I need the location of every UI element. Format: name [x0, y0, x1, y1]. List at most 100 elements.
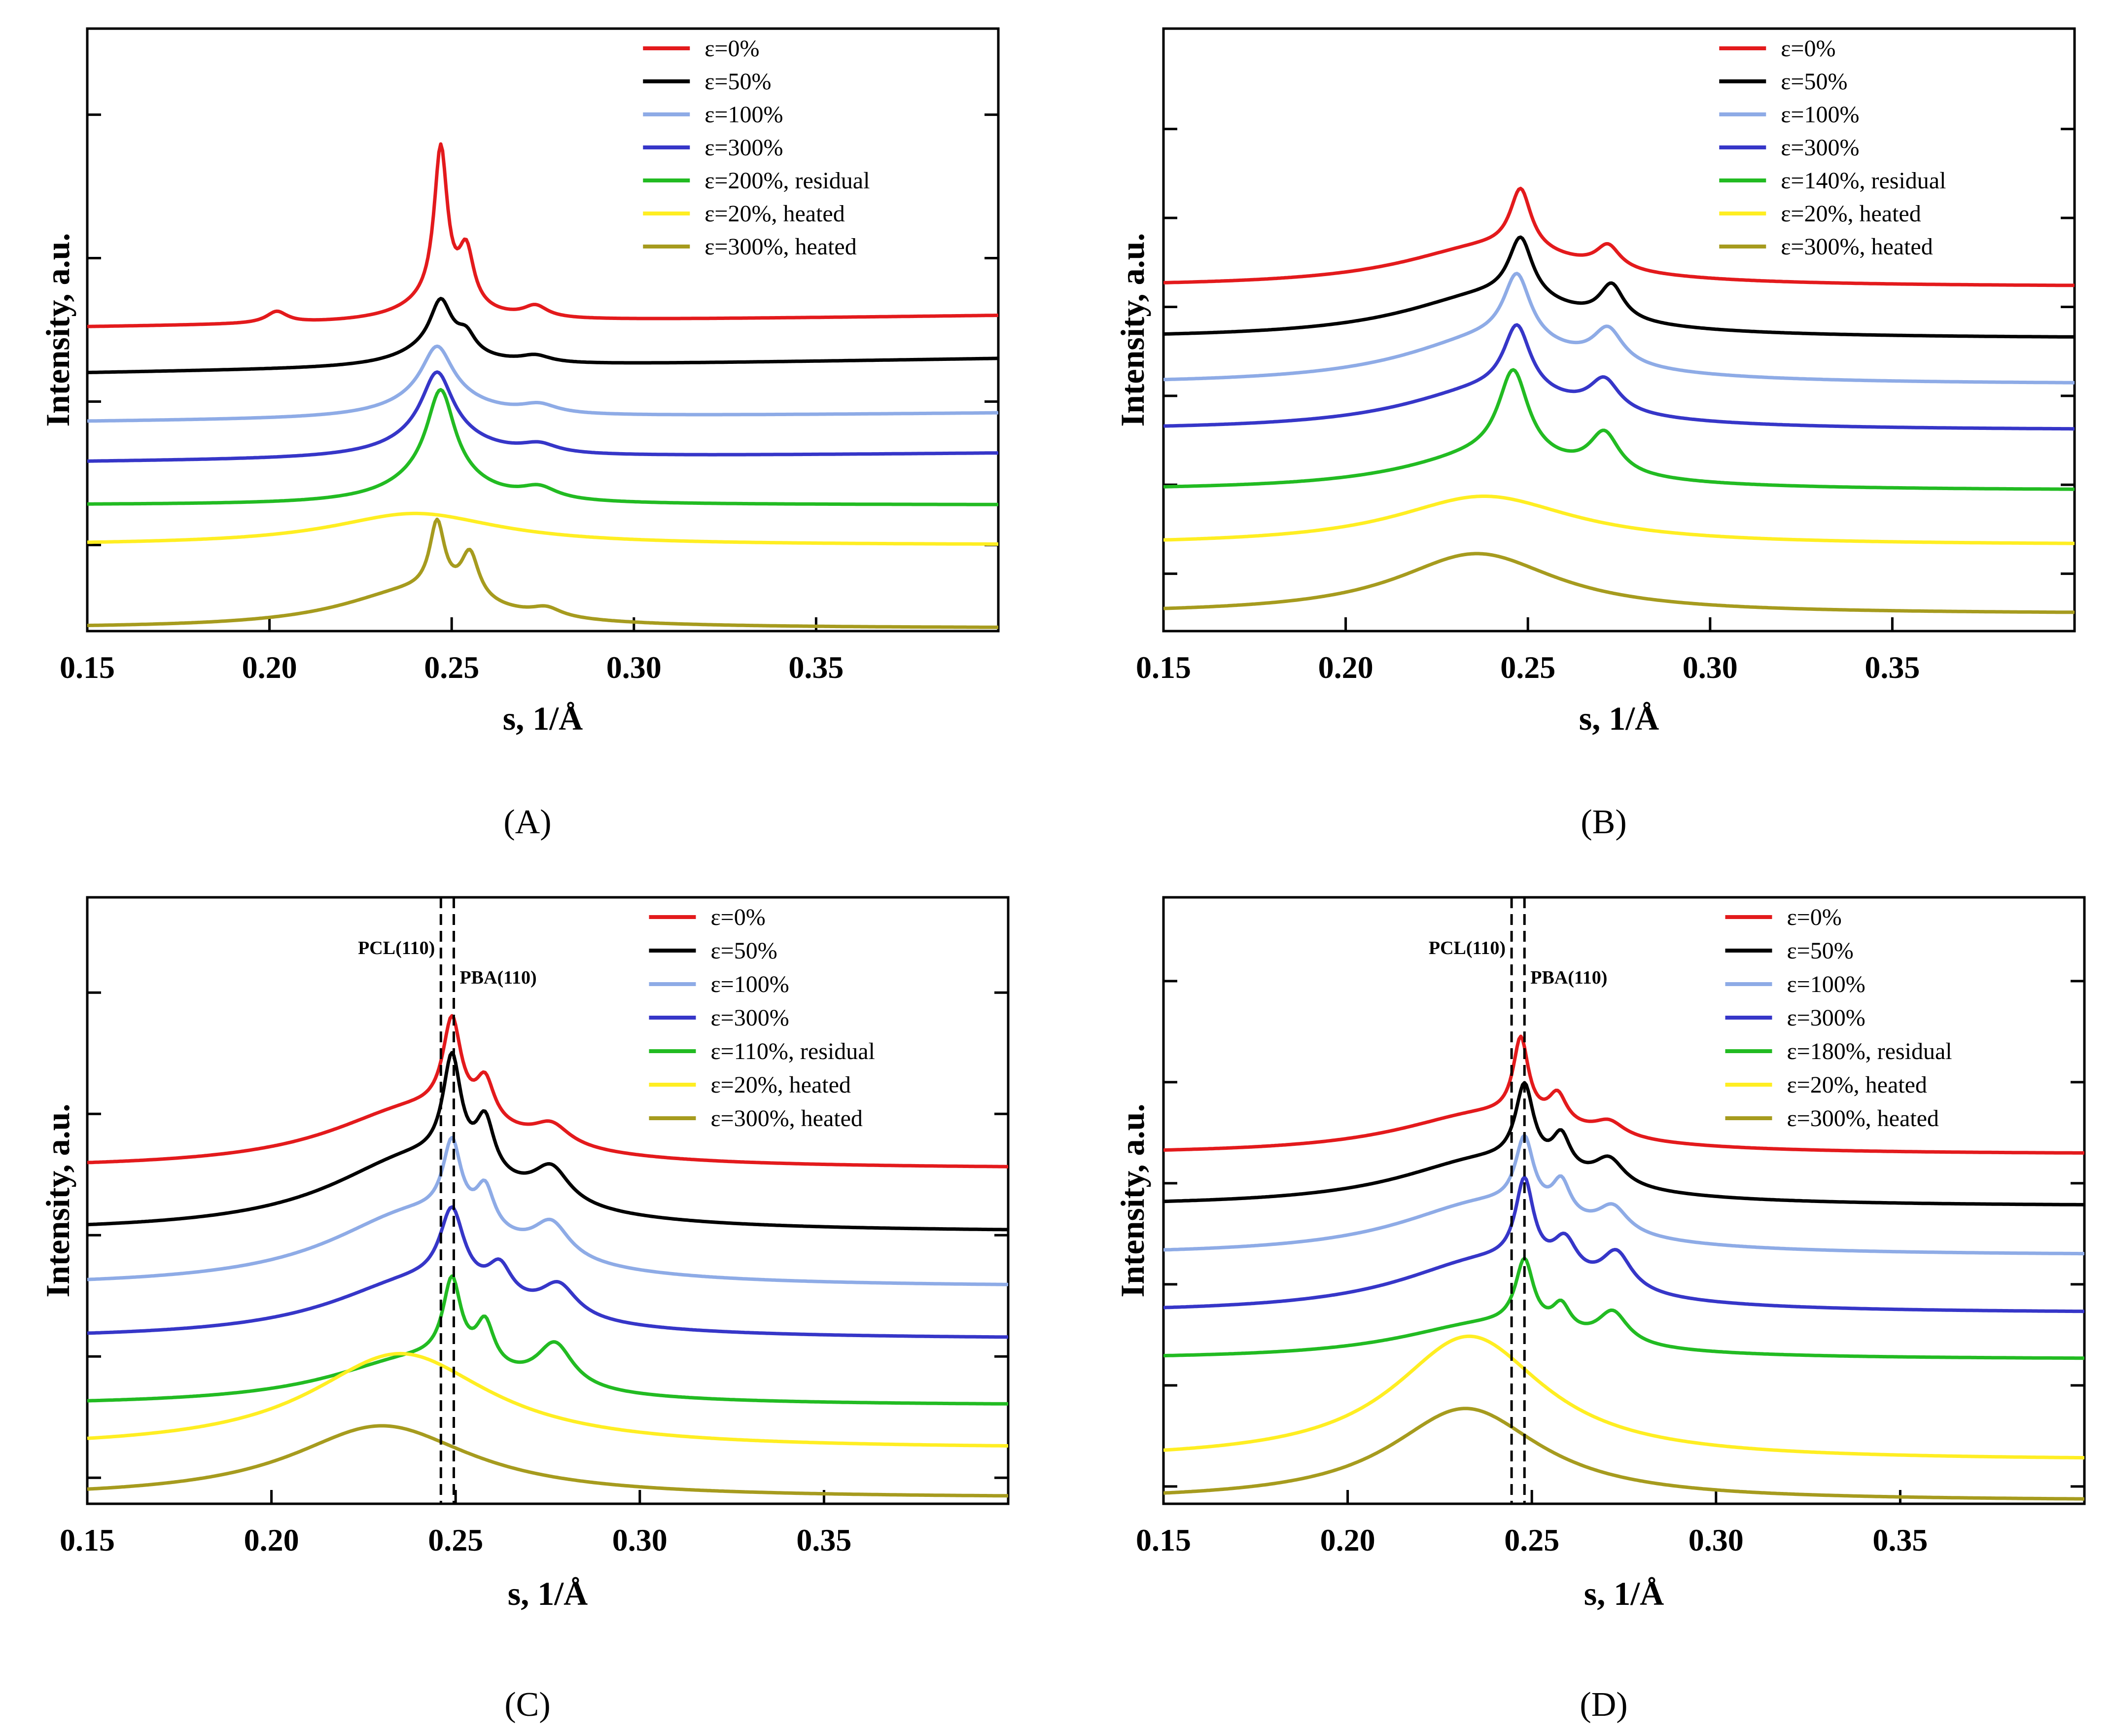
panel-a-frame [86, 27, 1000, 633]
panel-c-legend-label-4: ε=110%, residual [710, 1038, 875, 1064]
panel-d-legend-label-2: ε=100% [1787, 971, 1865, 997]
panel-a-legend-label-5: ε=20%, heated [704, 201, 845, 227]
panel-d-annotation-0: PCL(110) [1429, 938, 1506, 958]
panel-d-legend-label-4: ε=180%, residual [1787, 1038, 1952, 1064]
panel-a-xtick-label: 0.30 [606, 650, 662, 685]
panel-b-legend: ε=0% ε=50% ε=100% ε=300% ε=140%, residual ε=2… [1719, 35, 1946, 260]
panel-c-xtick-label: 0.20 [244, 1523, 299, 1558]
panel-d-ylabel: Intensity, a.u. [1114, 1104, 1151, 1298]
panel-d-annotation-1: PBA(110) [1530, 967, 1607, 988]
panel-a-ylabel: Intensity, a.u. [39, 233, 76, 427]
panel-d: 0.15 0.20 0.25 0.30 0.35 ε=0% ε=50% ε=100% ε=30… [1114, 896, 2086, 1724]
panel-b-xlabel: s, 1/Å [1579, 700, 1659, 737]
panel-d-series-3 [1163, 1175, 2084, 1313]
panel-c-series-4 [87, 1274, 1009, 1406]
panel-b-frame [1162, 27, 2076, 633]
panel-b-xtick-label: 0.25 [1500, 650, 1555, 685]
panel-a-series [87, 142, 999, 629]
panel-d-frame [1162, 896, 2086, 1505]
panel-b-legend-label-5: ε=20%, heated [1781, 201, 1921, 227]
panel-b-series-6 [1163, 552, 2075, 614]
panel-c-xtick-label: 0.35 [796, 1523, 851, 1558]
panel-b-xtick-label: 0.35 [1865, 650, 1920, 685]
panel-a-label: (A) [503, 803, 551, 841]
panel-a-legend-label-6: ε=300%, heated [704, 234, 856, 260]
panel-d-legend-label-1: ε=50% [1787, 938, 1853, 964]
panel-a-legend-label-1: ε=50% [704, 69, 771, 95]
panel-a-series-2 [87, 344, 999, 423]
panel-c-xtick-label: 0.30 [612, 1523, 668, 1558]
panel-b-legend-label-0: ε=0% [1781, 35, 1835, 62]
panel-a-series-6 [87, 517, 998, 629]
panel-b-ticks: 0.15 0.20 0.25 0.30 0.35 [1136, 128, 2075, 685]
panel-a-ticks: 0.15 0.20 0.25 0.30 0.35 [60, 113, 998, 685]
panel-c-legend-label-2: ε=100% [710, 971, 789, 997]
panel-d-xlabel: s, 1/Å [1584, 1575, 1664, 1612]
panel-a-legend-label-3: ε=300% [704, 135, 783, 161]
panel-a-xlabel: s, 1/Å [503, 700, 583, 737]
panel-b-xtick-label: 0.20 [1318, 650, 1373, 685]
panel-d-legend-label-6: ε=300%, heated [1787, 1105, 1938, 1132]
panel-a-series-5 [87, 511, 998, 546]
panel-c-frame [86, 896, 1010, 1505]
panel-d-xtick-label: 0.25 [1504, 1523, 1559, 1558]
panel-c-series-2 [87, 1135, 1009, 1286]
panel-c: 0.15 0.20 0.25 0.30 0.35 ε=0% ε=50% ε=100% ε=30… [39, 896, 1010, 1724]
panel-c-annotation-0: PCL(110) [358, 938, 435, 958]
panel-b-legend-label-6: ε=300%, heated [1781, 234, 1933, 260]
panel-a-xtick-label: 0.25 [424, 650, 479, 685]
panel-c-series-1 [87, 1051, 1009, 1232]
panel-d-series-6 [1163, 1407, 2084, 1501]
panel-b-legend-label-3: ε=300% [1781, 135, 1859, 161]
panel-c-ylabel: Intensity, a.u. [39, 1104, 76, 1298]
panel-d-xtick-label: 0.20 [1320, 1523, 1375, 1558]
panel-c-series-6 [87, 1424, 1009, 1498]
panel-a-legend-label-2: ε=100% [704, 102, 783, 128]
panel-b-series-1 [1163, 235, 2075, 339]
panel-b-series-3 [1163, 323, 2075, 431]
panel-a-series-0 [87, 142, 999, 328]
panel-a-series-3 [87, 370, 999, 463]
panel-a-legend: ε=0% ε=50% ε=100% ε=300% ε=200%, residual ε=2… [643, 35, 870, 260]
panel-a-xtick-label: 0.15 [60, 650, 115, 685]
panel-c-annotations: PCL(110) PBA(110) [358, 897, 537, 1504]
panel-c-series-5 [87, 1351, 1008, 1448]
panel-c-legend-label-6: ε=300%, heated [710, 1105, 862, 1132]
panel-b-series-5 [1163, 495, 2075, 545]
panel-c-xtick-label: 0.15 [60, 1523, 115, 1558]
panel-b-legend-label-4: ε=140%, residual [1781, 168, 1946, 194]
panel-b-series-0 [1163, 186, 2075, 287]
panel-d-series-1 [1163, 1081, 2084, 1206]
panel-d-xtick-label: 0.35 [1872, 1523, 1928, 1558]
panel-c-xlabel: s, 1/Å [508, 1575, 588, 1612]
panel-a-series-1 [87, 297, 998, 374]
panel-d-ticks: 0.15 0.20 0.25 0.30 0.35 [1136, 980, 2084, 1558]
panel-d-xtick-label: 0.30 [1689, 1523, 1744, 1558]
panel-c-series-0 [87, 1014, 1008, 1169]
panel-b-series-4 [1163, 368, 2075, 491]
panel-d-legend: ε=0% ε=50% ε=100% ε=300% ε=180%, residual ε=2… [1725, 904, 1952, 1132]
panel-d-legend-label-3: ε=300% [1787, 1005, 1865, 1031]
panel-d-series [1163, 1034, 2085, 1501]
panel-a-xtick-label: 0.35 [788, 650, 844, 685]
panel-a-legend-label-0: ε=0% [704, 35, 759, 62]
panel-d-legend-label-0: ε=0% [1787, 904, 1841, 930]
panel-b-legend-label-2: ε=100% [1781, 102, 1859, 128]
panel-a-series-4 [87, 388, 998, 506]
panel-c-legend-label-0: ε=0% [710, 904, 765, 930]
panel-b-xtick-label: 0.15 [1136, 650, 1191, 685]
panel-a-legend-label-4: ε=200%, residual [704, 168, 870, 194]
panel-d-xtick-label: 0.15 [1136, 1523, 1191, 1558]
panel-a-xtick-label: 0.20 [242, 650, 297, 685]
panel-c-legend-label-1: ε=50% [710, 938, 777, 964]
panel-b-series [1163, 186, 2075, 614]
panel-c-legend-label-3: ε=300% [710, 1005, 789, 1031]
panel-d-series-0 [1163, 1034, 2085, 1155]
panel-c-annotation-1: PBA(110) [459, 967, 536, 988]
panel-d-series-4 [1163, 1256, 2084, 1360]
panel-a: 0.15 0.20 0.25 0.30 0.35 ε=0% ε=50% ε=100% ε=30… [39, 27, 1000, 841]
panel-d-series-2 [1163, 1134, 2084, 1256]
panel-c-xtick-label: 0.25 [428, 1523, 483, 1558]
panel-d-annotations: PCL(110) PBA(110) [1429, 897, 1607, 1504]
